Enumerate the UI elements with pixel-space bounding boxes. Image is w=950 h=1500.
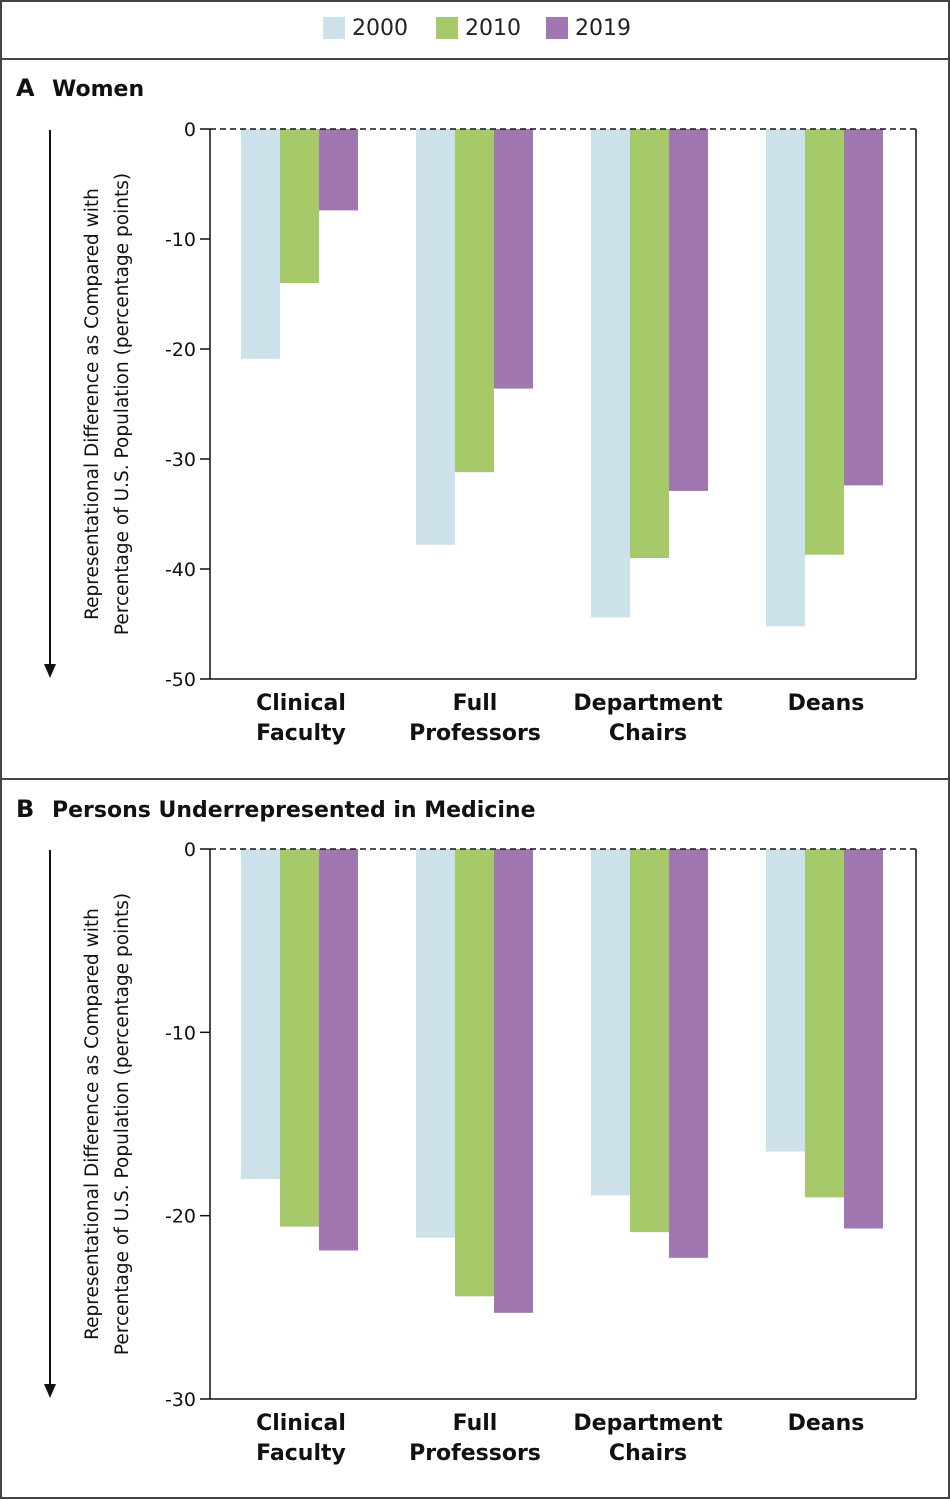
- panel-a-bar-2019-cat-2: [494, 129, 533, 389]
- panel-b-bar-2000-cat-1: [241, 849, 280, 1179]
- panel-b-bar-2019-cat-1: [319, 849, 358, 1251]
- panel-b-bar-2019-cat-4: [844, 849, 883, 1229]
- panel-a-bar-2010-cat-1: [280, 129, 319, 283]
- panel-a-y-tick-label: -40: [165, 559, 196, 581]
- panel-a-letter: A: [16, 74, 35, 102]
- panel-a-x-tick-labels: Clinical Faculty Full Professors Department C…: [256, 691, 864, 746]
- panel-a-title: Women: [52, 77, 144, 102]
- panel-b-y-tick-label: 0: [184, 839, 196, 861]
- panel-b-title: Persons Underrepresented in Medicine: [52, 798, 536, 823]
- panel-b-x-tick-label: Faculty: [256, 1441, 346, 1466]
- panel-b: B Persons Underrepresented in Medicine R…: [16, 795, 917, 1466]
- panel-b-x-tick-label: Clinical: [256, 1411, 346, 1436]
- panel-a-bar-2010-cat-4: [805, 129, 844, 555]
- legend-item-2000: 2000: [323, 16, 408, 41]
- panel-a-bar-2019-cat-4: [844, 129, 883, 486]
- panel-a-bar-2000-cat-3: [591, 129, 630, 618]
- panel-a-bar-2000-cat-4: [766, 129, 805, 627]
- panel-b-y-axis-label-line-2: Percentage of U.S. Population (percentag…: [112, 893, 133, 1355]
- panel-a-y-axis-label-line-1: Representational Difference as Compared …: [82, 188, 103, 620]
- panel-a-y-tick-label: -10: [165, 229, 196, 251]
- panel-b-y-tick-label: -20: [165, 1206, 196, 1228]
- panel-b-x-tick-label: Department: [573, 1411, 723, 1436]
- panel-a-y-tick-label: -20: [165, 339, 196, 361]
- legend-swatch-2019: [546, 17, 568, 39]
- panel-a-x-tick-label: Professors: [409, 721, 541, 746]
- panel-b-bar-2010-cat-1: [280, 849, 319, 1227]
- panel-b-y-ticks: 0 -10 -20 -30: [165, 839, 210, 1411]
- panel-b-bar-2000-cat-4: [766, 849, 805, 1152]
- panel-b-bar-2010-cat-2: [455, 849, 494, 1297]
- legend-item-2019: 2019: [546, 16, 631, 41]
- legend-swatch-2010: [436, 17, 458, 39]
- panel-a-x-tick-label: Clinical: [256, 691, 346, 716]
- panel-b-direction-arrow: [44, 850, 56, 1398]
- panel-a-y-tick-label: -30: [165, 449, 196, 471]
- panel-a-bar-2010-cat-3: [630, 129, 669, 558]
- panel-b-bar-2010-cat-3: [630, 849, 669, 1233]
- panel-b-bars: [241, 849, 883, 1313]
- panel-b-y-tick-label: -30: [165, 1389, 196, 1411]
- panel-b-x-tick-label: Deans: [788, 1411, 865, 1436]
- panel-a-arrow-head: [44, 664, 56, 678]
- panel-b-bar-2019-cat-2: [494, 849, 533, 1313]
- panel-b-x-tick-label: Full: [453, 1411, 498, 1436]
- panel-b-arrow-head: [44, 1384, 56, 1398]
- legend-label-2010: 2010: [465, 16, 521, 41]
- panel-b-bar-2010-cat-4: [805, 849, 844, 1198]
- panel-a-bar-2010-cat-2: [455, 129, 494, 473]
- legend-swatch-2000: [323, 17, 345, 39]
- panel-a-bar-2000-cat-2: [416, 129, 455, 545]
- panel-b-x-tick-labels: Clinical Faculty Full Professors Department C…: [256, 1411, 864, 1466]
- panel-a-y-tick-label: -50: [165, 669, 196, 691]
- panel-b-bar-2000-cat-2: [416, 849, 455, 1238]
- panel-b-x-tick-label: Professors: [409, 1441, 541, 1466]
- panel-a-bar-2000-cat-1: [241, 129, 280, 359]
- panel-b-letter: B: [16, 795, 34, 823]
- panel-a-x-tick-label: Full: [453, 691, 498, 716]
- panel-a-y-axis-label-line-2: Percentage of U.S. Population (percentag…: [112, 173, 133, 635]
- panel-a-bars: [241, 129, 883, 627]
- panel-a-x-tick-label: Deans: [788, 691, 865, 716]
- legend: 2000 2010 2019: [323, 16, 631, 41]
- legend-label-2000: 2000: [352, 16, 408, 41]
- panel-a-plot: 0 -10 -20 -30 -40 -50 Clinical Faculty Full Prof…: [165, 119, 917, 746]
- panel-a-y-tick-label: 0: [184, 119, 196, 141]
- legend-item-2010: 2010: [436, 16, 521, 41]
- panel-b-x-tick-label: Chairs: [609, 1441, 687, 1466]
- panel-b-plot: 0 -10 -20 -30 Clinical Faculty Full Professors…: [165, 839, 917, 1466]
- panel-a-y-ticks: 0 -10 -20 -30 -40 -50: [165, 119, 210, 691]
- panel-a-bar-2019-cat-1: [319, 129, 358, 211]
- legend-label-2019: 2019: [575, 16, 631, 41]
- panel-a-x-tick-label: Department: [573, 691, 723, 716]
- panel-a: A Women Representational Difference as C…: [16, 74, 917, 746]
- panel-b-y-tick-label: -10: [165, 1022, 196, 1044]
- panel-b-bar-2000-cat-3: [591, 849, 630, 1196]
- panel-b-y-axis-label-line-1: Representational Difference as Compared …: [82, 908, 103, 1340]
- panel-a-y-axis-label: Representational Difference as Compared …: [82, 173, 133, 635]
- panel-b-y-axis-label: Representational Difference as Compared …: [82, 893, 133, 1355]
- panel-a-x-tick-label: Chairs: [609, 721, 687, 746]
- panel-a-direction-arrow: [44, 130, 56, 678]
- panel-a-x-tick-label: Faculty: [256, 721, 346, 746]
- panel-a-bar-2019-cat-3: [669, 129, 708, 491]
- panel-b-bar-2019-cat-3: [669, 849, 708, 1258]
